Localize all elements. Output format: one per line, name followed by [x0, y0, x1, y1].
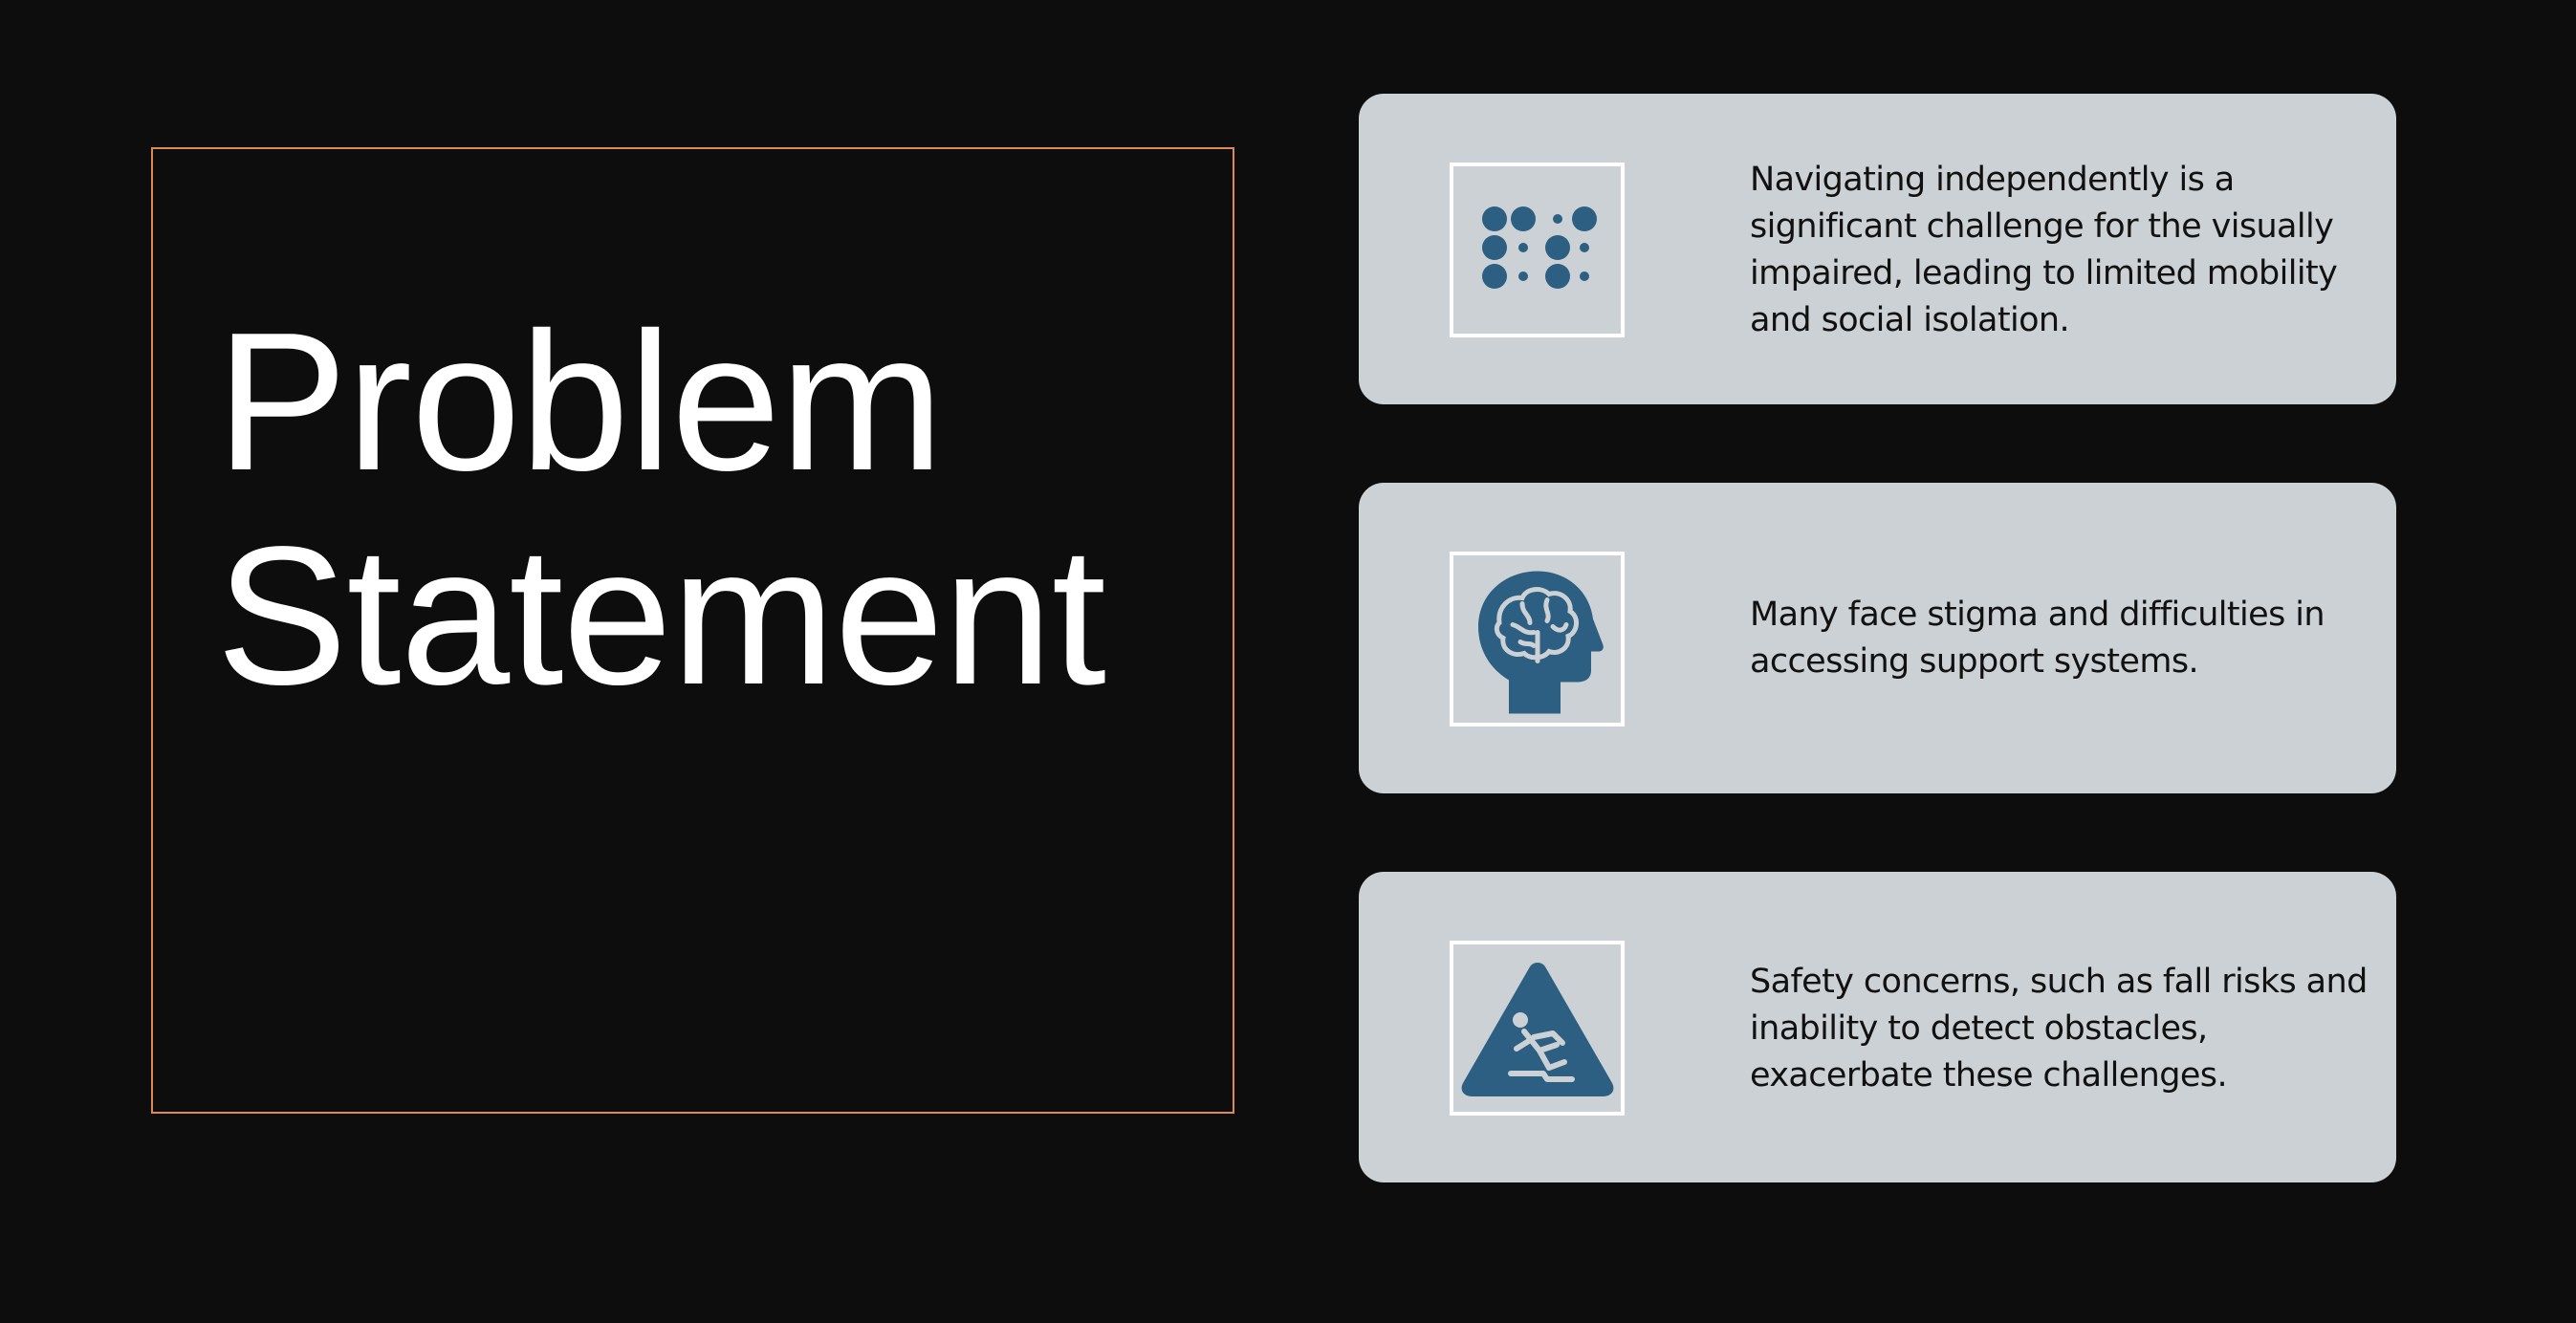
- card-text: Many face stigma and difficulties in acc…: [1750, 596, 2325, 681]
- title-line-1: Problem: [216, 292, 944, 511]
- slide-title: Problem Statement: [216, 292, 1106, 726]
- slip-hazard-warning-icon: [1461, 962, 1613, 1096]
- title-frame: Problem Statement: [151, 147, 1234, 1114]
- card-text: Safety concerns, such as fall risks and …: [1750, 963, 2368, 1095]
- icon-frame: [1450, 552, 1625, 727]
- problem-card-mobility: Navigating independently is a significan…: [1359, 94, 2396, 404]
- icon-frame: [1450, 163, 1625, 337]
- title-line-2: Statement: [216, 506, 1106, 726]
- icon-frame: [1450, 941, 1625, 1116]
- braille-icon: [1481, 206, 1597, 289]
- problem-card-stigma: Many face stigma and difficulties in acc…: [1359, 483, 2396, 793]
- problem-card-safety: Safety concerns, such as fall risks and …: [1359, 872, 2396, 1182]
- card-text: Navigating independently is a significan…: [1750, 161, 2338, 339]
- head-brain-icon: [1477, 571, 1604, 713]
